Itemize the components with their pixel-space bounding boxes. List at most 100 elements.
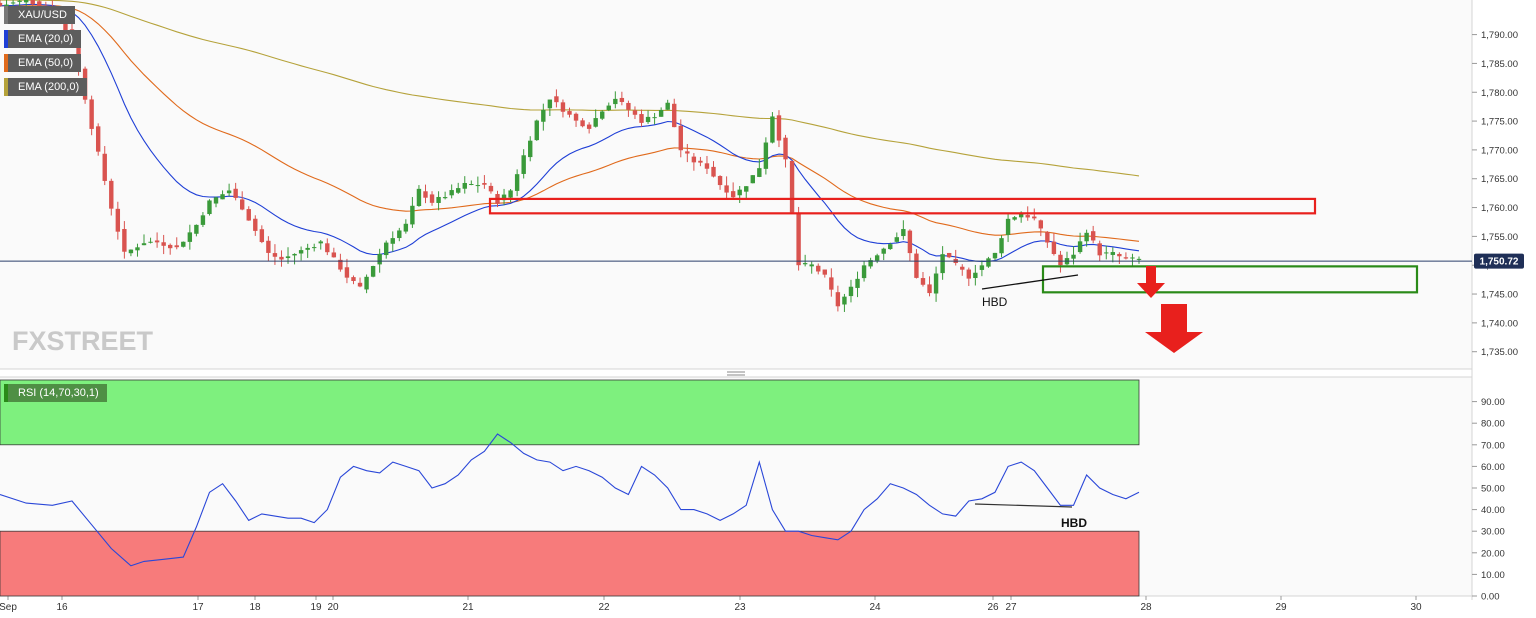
candle [115,201,121,240]
candle-body [462,182,467,189]
candle-body [292,253,297,256]
candle [338,253,343,272]
candle [292,253,297,265]
candle [999,235,1004,258]
candle [253,215,258,236]
candle [737,185,742,204]
candle [874,253,880,264]
rsi-overbought-zone [0,379,1140,446]
candle-body [325,243,330,253]
candle-body [881,248,886,254]
candle [665,99,670,110]
candle [174,237,179,250]
legend-symbol[interactable]: XAU/USD [4,6,75,24]
candle [17,0,22,7]
candle-body [999,238,1004,254]
candle [154,232,160,248]
legend-ema-20[interactable]: EMA (20,0) [4,30,82,48]
candle [370,265,376,278]
candle [436,191,441,211]
candle [1038,219,1044,237]
candle-body [128,249,134,254]
candle [95,123,101,156]
candle-body [783,137,788,160]
panel-resize-handle[interactable] [727,371,745,376]
candle [528,136,533,162]
candle-body [167,244,173,249]
legend-rsi[interactable]: RSI (14,70,30,1) [4,384,107,402]
candle-body [259,229,265,243]
candle [632,106,638,120]
candle-body [888,244,893,250]
candle-body [593,118,598,127]
candle [318,240,323,250]
candle-body [1117,253,1122,257]
candle-body [456,188,461,193]
rsi-tick-label: 90.00 [1481,397,1505,408]
candle-body [632,110,638,115]
candle [593,109,598,128]
candle-body [750,175,755,184]
candle-body [4,4,9,7]
candle [1130,253,1135,267]
candle [868,257,873,269]
x-tick-label: 27 [1005,602,1017,613]
candle [1045,231,1050,248]
candle-body [763,142,769,169]
candle [541,103,546,131]
candle [220,190,225,200]
x-axis: Sep 16 17 18 19 20 21 22 23 24 26 27 28 29 30 [0,596,1422,613]
candle-body [220,194,225,200]
candle-body [691,156,697,163]
candle-body [226,190,232,194]
rsi-tick-label: 0.00 [1481,592,1500,603]
candle [456,182,461,194]
candle [685,143,690,163]
candle [809,261,814,274]
candle-body [770,116,775,143]
candles [0,0,1142,312]
candle-body [403,223,409,232]
candle-body [364,276,369,290]
price-panel-bg [0,0,1472,369]
candle-body [613,98,618,105]
candle-body [285,256,291,259]
candle [586,122,592,134]
candle [521,149,526,179]
candle [573,112,579,127]
candle [894,232,899,243]
candle-body [547,99,553,109]
candle [776,110,782,148]
candle [816,263,821,275]
candle-body [469,183,474,185]
candle [23,0,29,8]
candle-body [233,188,238,198]
candle-body [449,190,454,196]
candle [514,169,520,197]
hbd-price-trendline [981,274,1079,290]
candle [200,212,206,228]
candle [141,234,147,246]
candle-body [0,2,3,6]
candle-body [148,241,153,243]
candle [266,236,271,262]
candle-body [213,197,219,204]
candle-body [1090,231,1096,241]
candle-body [822,269,827,275]
candle [89,95,94,136]
candle-body [63,20,68,32]
candle-body [298,250,304,254]
rsi-oversold-zone [0,530,1140,597]
candle [298,246,304,261]
candle-body [606,105,611,111]
candle-body [181,241,186,247]
candle-body [861,265,867,279]
legend-ema-200[interactable]: EMA (200,0) [4,78,88,96]
candle-body [305,247,310,250]
candle [442,191,448,200]
watermark: FXSTREET [12,326,154,356]
candle [822,269,827,278]
legend-ema-50[interactable]: EMA (50,0) [4,54,82,72]
candle [10,0,16,6]
